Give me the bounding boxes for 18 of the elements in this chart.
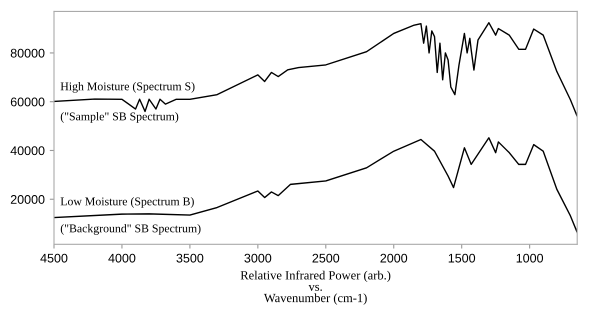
annotation: ("Background" SB Spectrum): [60, 224, 201, 235]
x-tick-label: 3500: [176, 254, 204, 263]
y-tick-label: 60000: [10, 98, 44, 106]
annotation: Low Moisture (Spectrum B): [60, 197, 194, 208]
x-tick-label: 4000: [108, 254, 136, 263]
x-axis-title: Relative Infrared Power (arb.) vs. Wavenumber (cm-1): [240, 270, 390, 305]
x-tick-label: 2000: [380, 254, 408, 263]
annotation: High Moisture (Spectrum S): [60, 82, 195, 93]
x-tick-label: 3000: [244, 254, 272, 263]
x-tick-label: 4500: [40, 254, 68, 263]
x-tick-label: 1000: [516, 254, 544, 263]
annotation: ("Sample" SB Spectrum): [60, 112, 178, 123]
y-tick-label: 40000: [10, 146, 44, 156]
x-tick-label: 1500: [448, 254, 476, 263]
x-tick-label: 2500: [312, 254, 340, 263]
line-series: [54, 137, 578, 234]
y-tick-label: 20000: [10, 195, 44, 204]
y-tick-label: 80000: [10, 48, 44, 58]
